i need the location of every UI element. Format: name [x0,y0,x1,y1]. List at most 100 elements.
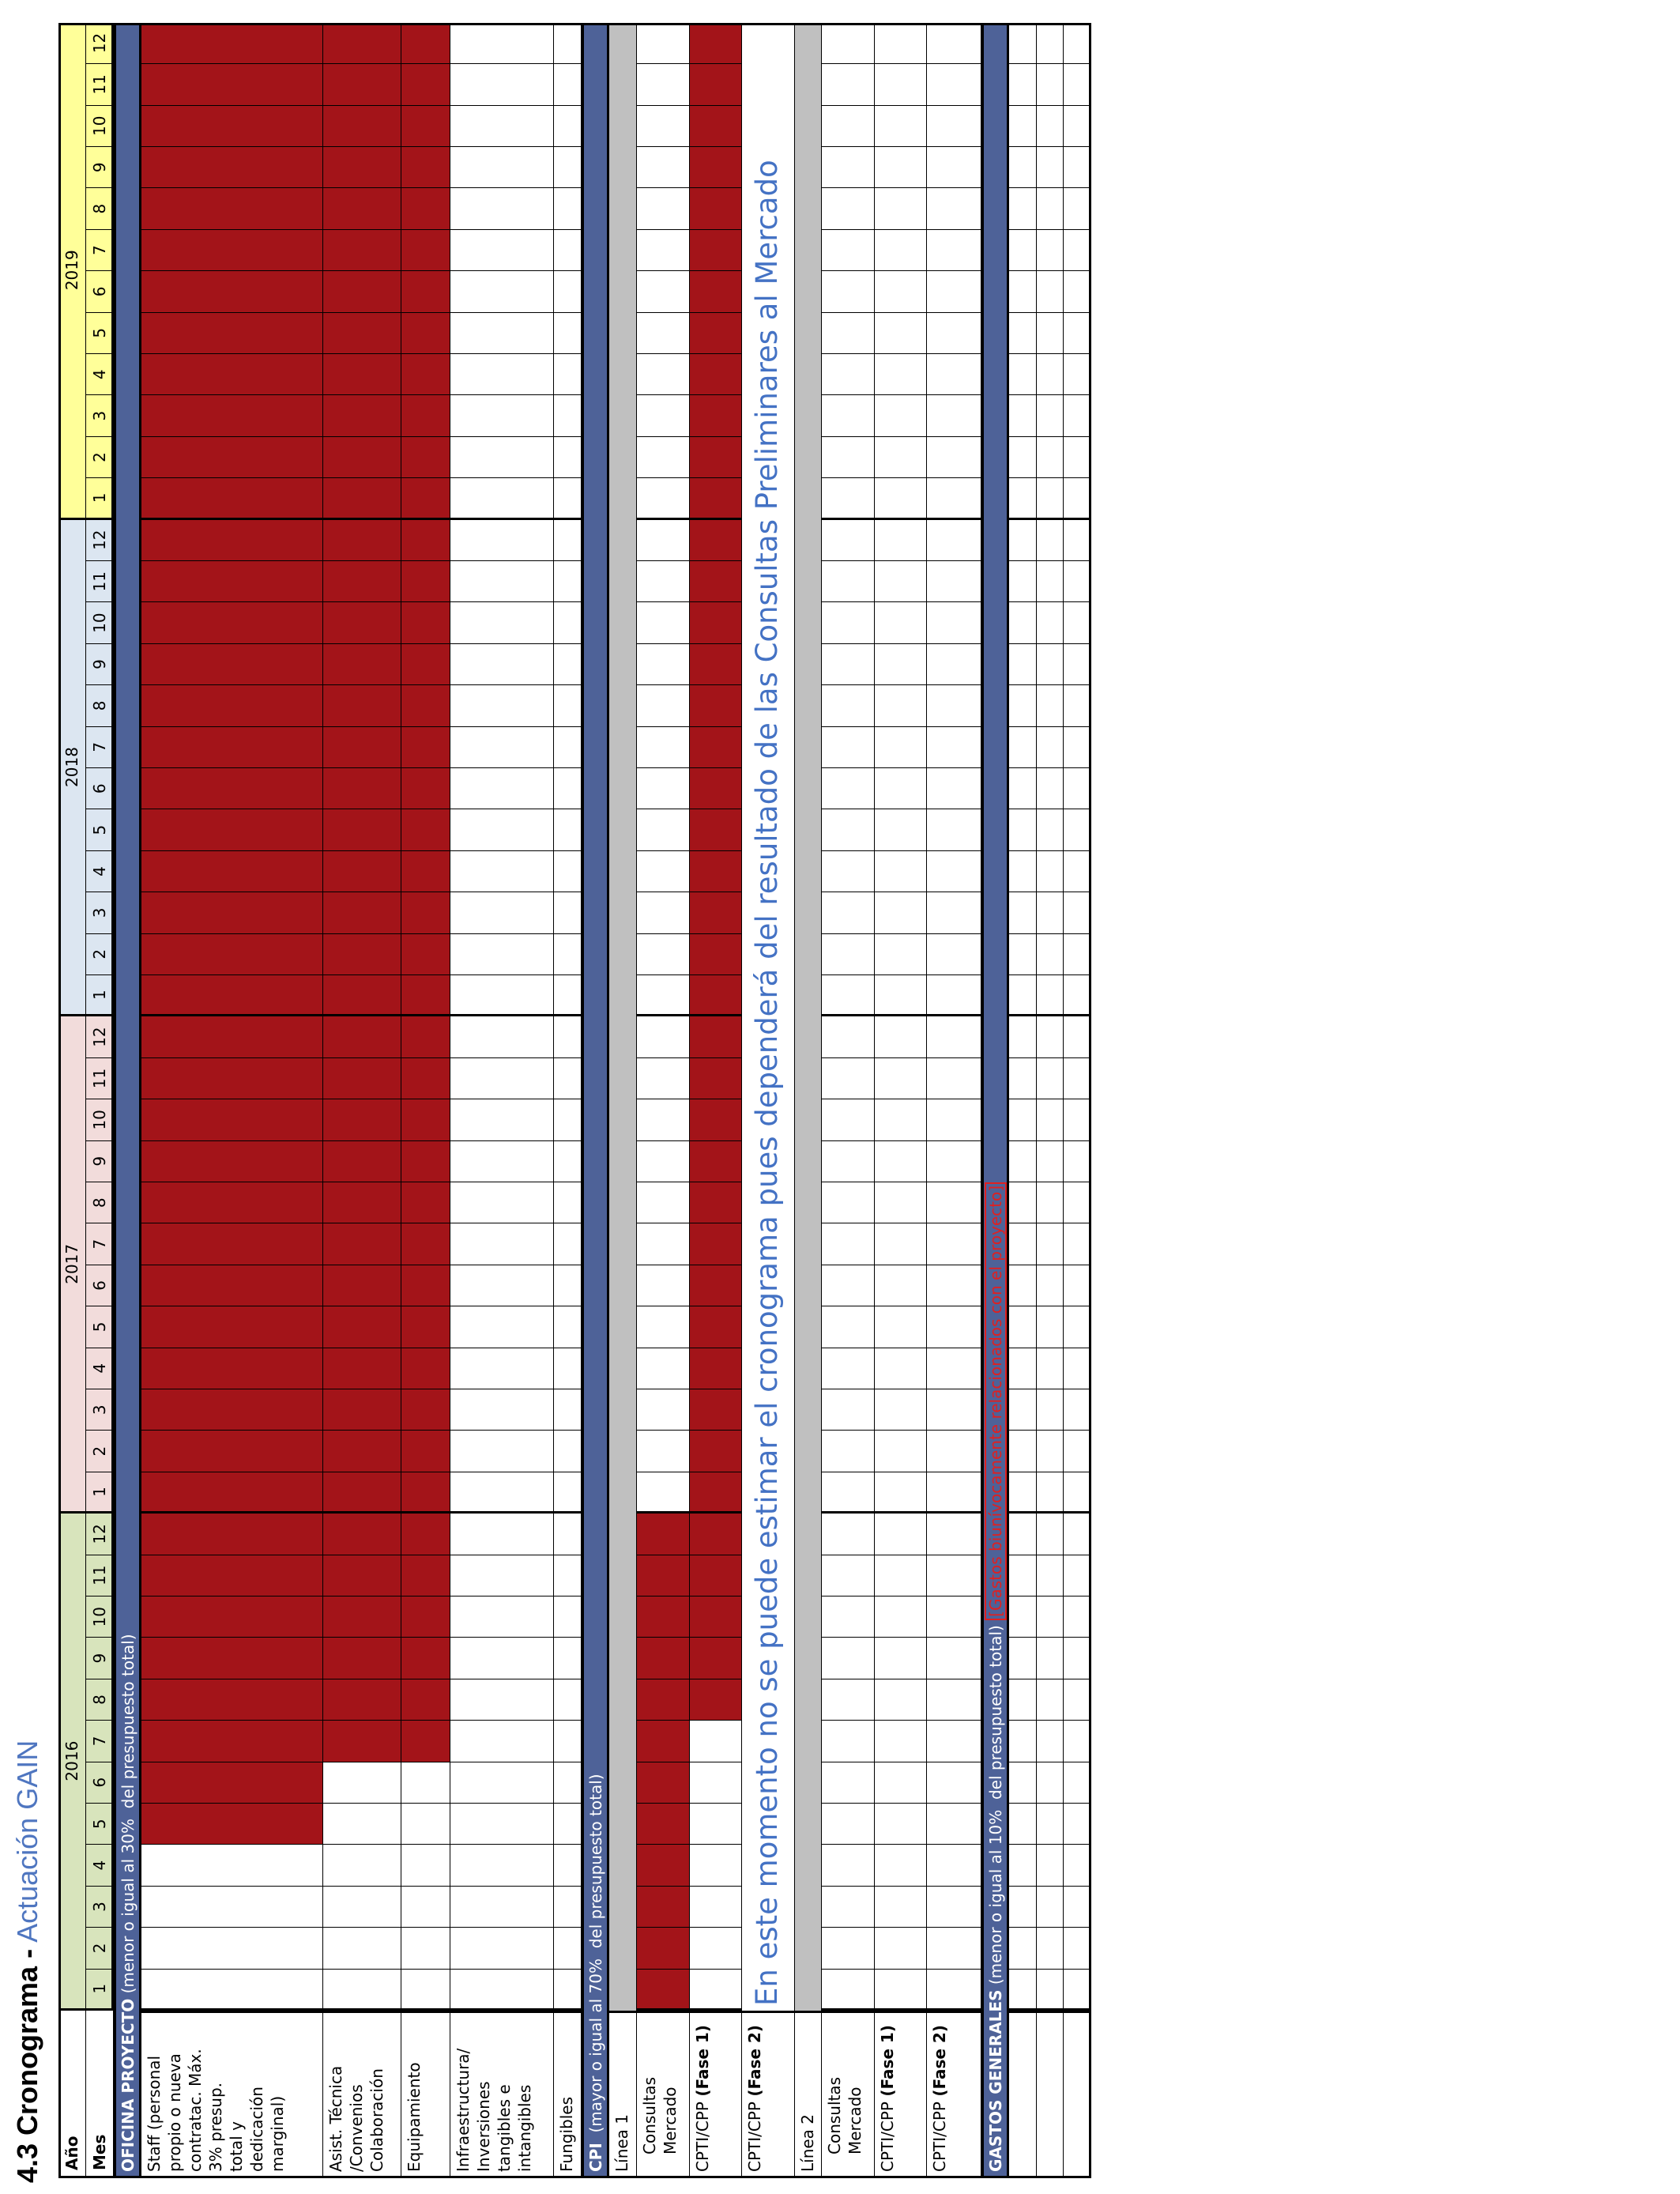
grid-cell [927,1928,981,1970]
grid-cell [1037,1596,1064,1638]
grid-cell [822,1928,875,1970]
grid-cell [637,229,690,272]
grid-cell [690,1472,742,1514]
line-band [609,22,636,2011]
grid-cell [822,809,875,851]
grid-cell [637,892,690,934]
grid-cell [1037,1016,1064,1058]
grid-cell [141,1804,323,1845]
grid-cell [554,1016,582,1058]
month-cell: 4 [86,1348,114,1389]
grid-cell [1009,1057,1037,1100]
grid-cell [323,147,401,189]
grid-cell [1037,1514,1064,1555]
grid-cell [927,1514,981,1555]
grid-cell [927,354,981,396]
month: 10 [90,613,109,633]
label-divider [609,2011,637,2013]
month: 9 [90,162,109,173]
subtitle: Actuación GAIN [11,1740,43,1943]
grid-cell [141,436,323,479]
grid-cell [875,436,927,479]
grid-cell [1037,1555,1064,1596]
grid-cell [637,1721,690,1762]
grid-cell [690,1306,742,1348]
grid-cell [323,1182,401,1224]
month-cell: 7 [86,1721,114,1762]
grid-cell [1064,229,1091,272]
grid-cell [1009,395,1037,437]
grid-cell [323,64,401,106]
grid-cell [875,685,927,727]
label-part: Consultas Mercado [825,2076,864,2154]
grid-cell [637,312,690,354]
grid-cell [141,478,323,520]
grid-cell [690,1389,742,1431]
grid-cell [875,975,927,1017]
grid-cell [450,1721,554,1762]
label-part: (Fase 2) [745,2025,764,2097]
month: 12 [90,1027,109,1047]
grid-cell [1037,768,1064,810]
grid-cell [141,643,323,686]
grid-cell [450,64,554,106]
grid-cell [323,602,401,644]
grid-cell [637,643,690,686]
grid-cell [1037,64,1064,106]
grid-cell [450,1016,554,1058]
grid-cell [822,395,875,437]
grid-cell [822,726,875,768]
grid-cell [450,188,554,230]
grid-cell [323,312,401,354]
grid-cell [141,1389,323,1431]
grid-cell [927,312,981,354]
grid-cell [822,1804,875,1845]
grid-cell [450,1845,554,1887]
grid-cell [401,1057,450,1100]
grid-cell [554,1886,582,1928]
label-divider [1037,2011,1064,2013]
grid-cell [1009,1555,1037,1596]
grid-cell [1009,1223,1037,1265]
row-label: Fungibles [556,2097,577,2172]
grid-cell [822,1306,875,1348]
grid-cell [401,1762,450,1804]
grid-cell [323,1804,401,1845]
grid-cell [323,1514,401,1555]
grid-cell [141,312,323,354]
grid-cell [637,1265,690,1307]
grid-cell [1064,1182,1091,1224]
row-label: Staff (personal propio o nueva contratac… [144,2049,288,2172]
grid-cell [822,188,875,230]
month-cell: 4 [86,1845,114,1887]
grid-cell [323,643,401,686]
grid-cell [554,850,582,893]
grid-cell [141,1928,323,1970]
year-cell: 2016 [58,1514,86,2011]
grid-cell [450,561,554,603]
month: 5 [90,327,109,338]
grid-cell [1037,22,1064,65]
row-label: Infraestructura/ Inversiones tangibles e… [453,2049,535,2172]
grid-cell [1064,975,1091,1017]
month: 2 [90,452,109,462]
grid-cell [450,1596,554,1638]
grid-cell [875,1306,927,1348]
month: 5 [90,824,109,835]
grid-cell [401,1804,450,1845]
grid-cell [927,561,981,603]
grid-cell [450,1431,554,1472]
grid-cell [927,726,981,768]
label-part: Línea 1 [612,2113,631,2172]
grid-cell [450,726,554,768]
grid-cell [927,1886,981,1928]
row-label: OFICINA PROYECTO (menor o igual al 30% d… [118,1634,138,2172]
month: 6 [90,1280,109,1291]
grid-cell [637,1596,690,1638]
row-label: Línea 1 [612,2114,632,2172]
grid-cell [401,1348,450,1389]
grid-cell [141,561,323,603]
label-divider [875,2011,927,2013]
grid-cell [637,809,690,851]
grid-cell [1037,685,1064,727]
